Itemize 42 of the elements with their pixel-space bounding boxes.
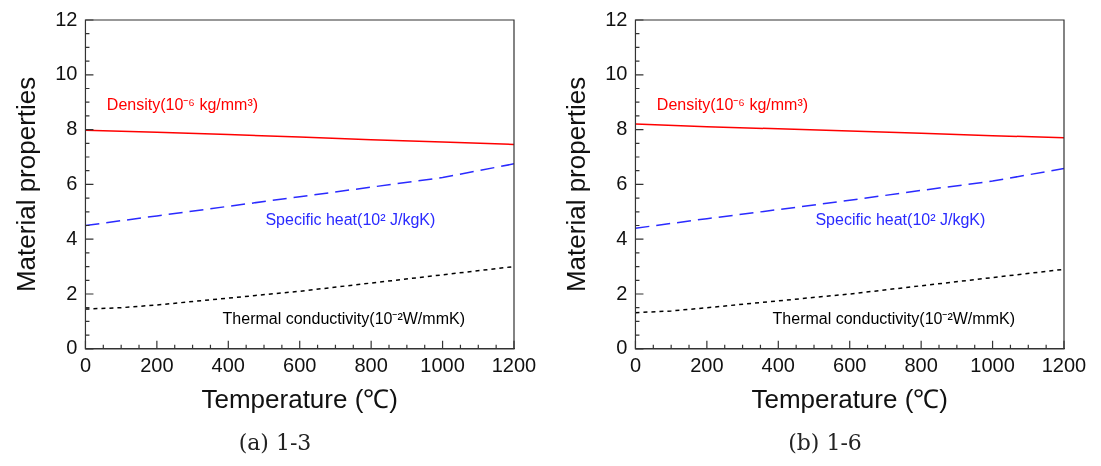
x-tick-label: 800 [904,354,938,377]
x-tick-label: 200 [690,354,724,377]
y-tick-label: 4 [66,226,78,249]
y-tick-label: 12 [55,7,78,30]
y-tick-label: 2 [66,281,78,304]
line-series [85,265,514,310]
x-tick-label: 600 [283,354,317,377]
series-label: Density(10⁻⁶ kg/mm³) [656,95,809,113]
y-tick-label: 6 [66,171,78,194]
x-axis-title: Temperature (℃) [201,383,398,414]
line-series [635,167,1064,229]
x-axis-title: Temperature (℃) [751,383,948,414]
x-tick-label: 1200 [491,354,537,377]
series-label: Thermal conductivity(10⁻²W/mmK) [222,309,465,327]
y-tick-label: 8 [616,117,628,140]
x-tick-label: 1000 [420,354,465,377]
y-tick-label: 0 [616,336,628,359]
text: (b) 1-6 [787,430,863,455]
y-axis-title: Material properties [560,76,591,293]
series-label: Specific heat(10² J/kgK) [815,210,986,228]
line-series [85,163,514,227]
text: (a) 1-3 [237,430,313,455]
y-tick-label: 10 [605,62,628,85]
series-label: Specific heat(10² J/kgK) [265,210,436,228]
y-tick-label: 10 [55,62,78,85]
x-tick-label: 1200 [1041,354,1087,377]
x-tick-label: 800 [354,354,388,377]
line-series [635,268,1064,314]
x-tick-label: 600 [833,354,867,377]
y-tick-label: 8 [66,117,78,140]
y-tick-label: 6 [616,171,628,194]
series-label: Thermal conductivity(10⁻²W/mmK) [772,309,1015,327]
series-label: Density(10⁻⁶ kg/mm³) [106,95,259,113]
x-tick-label: 200 [140,354,174,377]
y-axis-title: Material properties [10,76,41,293]
x-tick-label: 400 [761,354,795,377]
y-tick-label: 4 [616,226,628,249]
x-tick-label: 400 [211,354,245,377]
y-tick-label: 12 [605,7,628,30]
y-tick-label: 2 [616,281,628,304]
y-tick-label: 0 [66,336,78,359]
x-tick-label: 1000 [970,354,1015,377]
